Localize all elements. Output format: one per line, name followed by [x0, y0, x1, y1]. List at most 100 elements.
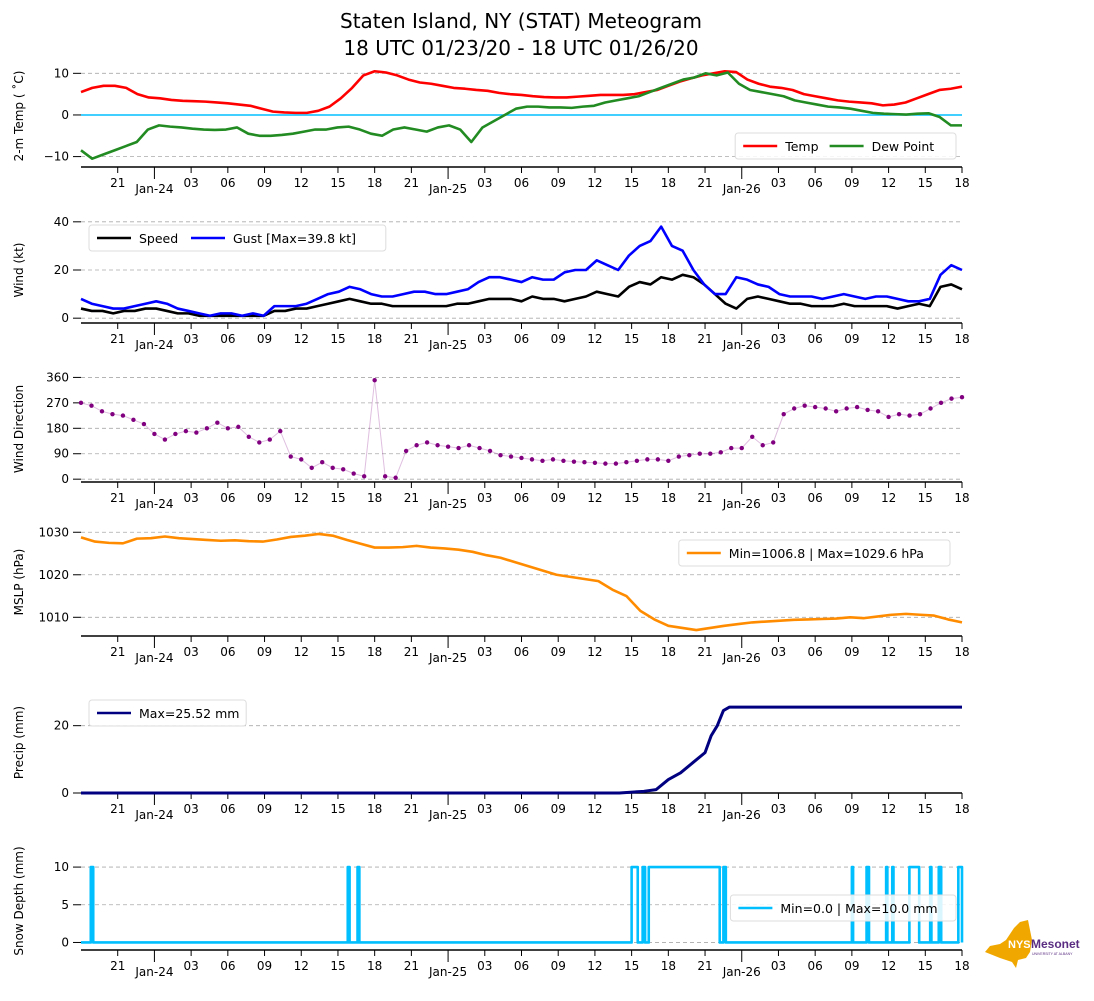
x-tick-label: 12 — [294, 332, 309, 346]
x-tick-label: 15 — [918, 959, 933, 973]
x-tick-label: 09 — [844, 645, 859, 659]
x-tick-label: 12 — [881, 491, 896, 505]
x-tick-label: 18 — [954, 332, 969, 346]
x-tick-label: 03 — [477, 332, 492, 346]
legend-box — [88, 224, 387, 252]
x-tick-label: 03 — [477, 802, 492, 816]
data-point — [498, 452, 503, 458]
x-tick-label: 09 — [844, 491, 859, 505]
y-tick-label: 20 — [54, 719, 69, 733]
date-tick-label: Jan-24 — [134, 965, 173, 979]
series-line-dew-point — [80, 71, 962, 160]
panel-temp: −10 0 10 21 03 06 09 12 15 18 21 03 06 09 12 15 18 21 03 06… — [11, 66, 970, 196]
x-tick-label: 09 — [257, 645, 272, 659]
data-point — [781, 411, 786, 417]
data-point — [414, 443, 419, 448]
data-point — [582, 460, 587, 465]
data-point — [341, 467, 346, 472]
x-tick-label: 03 — [477, 645, 492, 659]
data-point — [508, 454, 514, 459]
legend: Min=1006.8 | Max=1029.6 hPa — [678, 539, 951, 567]
x-tick-label: 03 — [183, 332, 198, 346]
x-tick-label: 09 — [257, 802, 272, 816]
data-point — [120, 413, 126, 418]
data-point — [655, 457, 661, 462]
x-tick-label: 18 — [661, 802, 676, 816]
x-tick-label: 12 — [881, 332, 896, 346]
x-tick-label: 12 — [294, 959, 309, 973]
data-point — [110, 411, 115, 417]
data-point — [676, 454, 682, 459]
y-tick-label: 1010 — [38, 610, 69, 624]
legend: Temp Dew Point — [734, 132, 957, 160]
x-tick-label: 12 — [294, 176, 309, 190]
x-tick-label: 09 — [551, 802, 566, 816]
y-tick-label: 90 — [54, 447, 69, 461]
data-point — [697, 451, 702, 456]
date-tick-label: Jan-26 — [722, 338, 761, 352]
x-tick-label: 06 — [514, 176, 529, 190]
x-tick-label: 09 — [844, 959, 859, 973]
x-tick-label: 09 — [551, 332, 566, 346]
chart-subtitle: 18 UTC 01/23/20 - 18 UTC 01/26/20 — [343, 36, 698, 60]
x-tick-label: 18 — [954, 802, 969, 816]
nys-mesonet-logo: NYS Mesonet UNIVERSITY AT ALBANY — [985, 920, 1080, 968]
data-point — [288, 454, 293, 459]
data-point — [739, 445, 744, 451]
x-tick-label: 21 — [697, 802, 712, 816]
x-tick-label: 18 — [367, 645, 382, 659]
x-tick-label: 09 — [551, 645, 566, 659]
x-tick-label: 06 — [808, 176, 823, 190]
legend-label: Temp — [784, 139, 818, 154]
x-tick-label: 03 — [183, 802, 198, 816]
date-tick-label: Jan-25 — [428, 497, 467, 511]
x-tick-label: 12 — [881, 645, 896, 659]
x-tick-label: 12 — [587, 491, 602, 505]
x-tick-label: 18 — [954, 176, 969, 190]
x-tick-label: 06 — [808, 645, 823, 659]
date-tick-label: Jan-25 — [428, 182, 467, 196]
x-tick-label: 15 — [918, 332, 933, 346]
data-point — [938, 400, 944, 406]
data-point — [215, 420, 220, 425]
data-point — [466, 443, 472, 448]
x-tick-label: 09 — [844, 802, 859, 816]
logo-nys-text: NYS — [1008, 939, 1031, 951]
x-tick-label: 18 — [954, 959, 969, 973]
data-point — [299, 457, 304, 462]
legend-label: Min=0.0 | Max=10.0 mm — [780, 901, 937, 916]
x-tick-label: 09 — [257, 959, 272, 973]
x-tick-label: 15 — [330, 176, 345, 190]
y-axis-label: 2-m Temp ( ˚C) — [11, 71, 26, 162]
x-tick-label: 03 — [183, 645, 198, 659]
data-point — [571, 459, 577, 464]
data-point — [550, 457, 556, 462]
x-tick-label: 12 — [587, 176, 602, 190]
data-point — [645, 457, 650, 462]
x-tick-label: 15 — [624, 332, 639, 346]
data-point — [320, 460, 325, 465]
x-tick-label: 18 — [367, 491, 382, 505]
x-tick-label: 15 — [918, 176, 933, 190]
data-point — [403, 448, 409, 454]
data-point — [204, 426, 210, 431]
data-point — [183, 428, 189, 434]
y-tick-label: 0 — [61, 311, 69, 325]
data-point — [613, 461, 619, 466]
data-point — [424, 440, 430, 445]
data-point — [225, 426, 231, 431]
date-tick-label: Jan-26 — [722, 182, 761, 196]
x-tick-label: 12 — [587, 645, 602, 659]
x-tick-label: 03 — [477, 491, 492, 505]
x-tick-label: 15 — [918, 802, 933, 816]
data-point — [561, 458, 566, 463]
data-point — [351, 471, 356, 476]
x-tick-label: 18 — [954, 491, 969, 505]
x-tick-label: 18 — [661, 176, 676, 190]
x-tick-label: 12 — [294, 645, 309, 659]
y-tick-label: 180 — [46, 421, 69, 435]
data-point — [592, 460, 598, 465]
y-axis-label: Snow Depth (mm) — [12, 846, 26, 955]
x-tick-label: 06 — [220, 332, 235, 346]
x-tick-label: 06 — [220, 176, 235, 190]
